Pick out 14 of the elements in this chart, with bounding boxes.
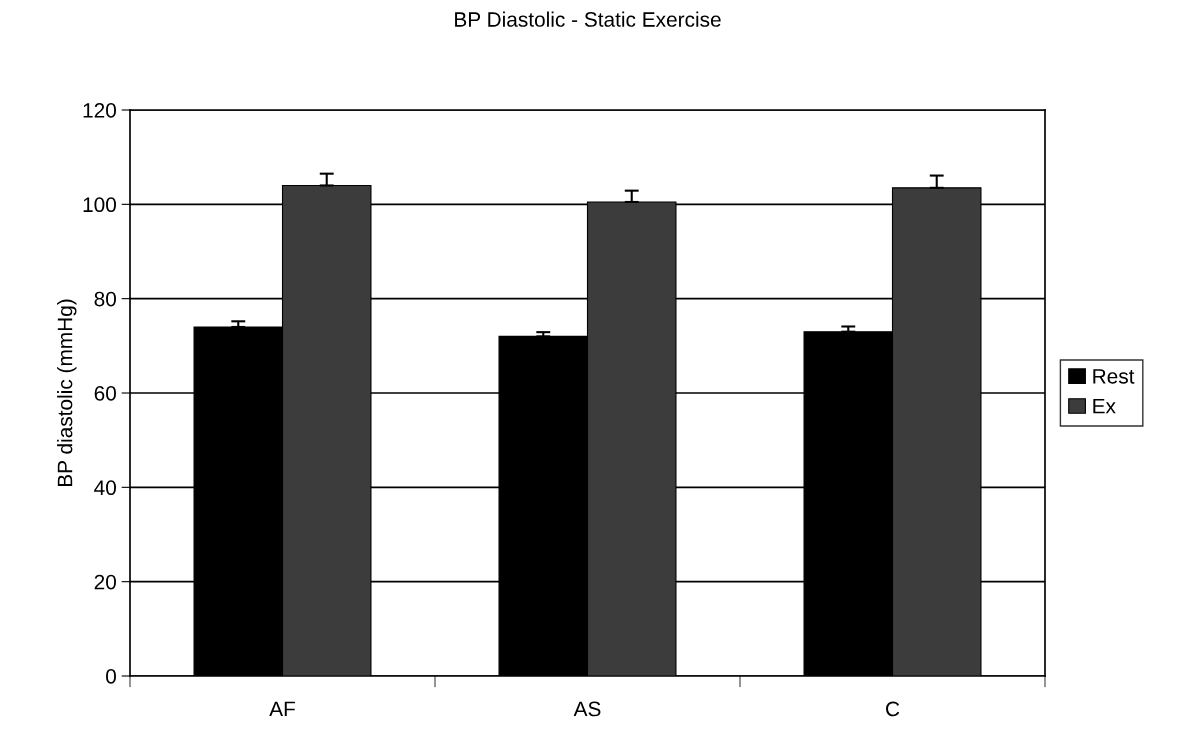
y-tick-label: 60 xyxy=(94,386,116,401)
x-tick-label: AF xyxy=(269,701,295,717)
y-tick-label: 100 xyxy=(83,197,116,213)
y-tick-label: 80 xyxy=(94,291,116,307)
y-tick-label: 0 xyxy=(106,669,116,684)
legend-label: Ex xyxy=(1093,398,1116,414)
y-tick-label: 20 xyxy=(94,574,116,590)
x-tick-label: C xyxy=(886,701,900,717)
chart-title: BP Diastolic - Static Exercise xyxy=(455,11,721,27)
y-tick-label: 40 xyxy=(94,480,116,496)
x-tick-label: AS xyxy=(573,701,601,717)
y-tick-label: 120 xyxy=(83,103,116,118)
legend-label: Rest xyxy=(1093,369,1135,384)
y-axis-title: BP diastolic (mmHg) xyxy=(57,299,77,487)
